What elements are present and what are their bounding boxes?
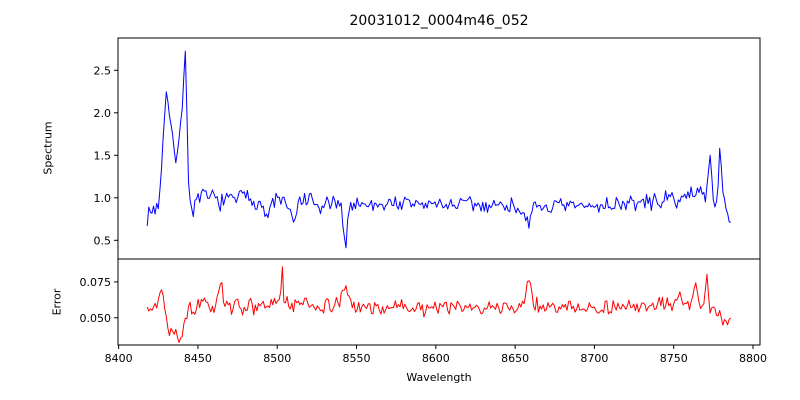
chart-title: 20031012_0004m46_052	[349, 13, 529, 29]
spectrum-ytick-label: 1.0	[94, 192, 112, 205]
xticks: 8400 8450 8500 8550 8600 8650 8700 8750 8800	[105, 345, 767, 365]
spectrum-ytick-label: 1.5	[94, 149, 112, 162]
xtick-label: 8700	[580, 352, 608, 365]
spectrum-axes-bg	[118, 38, 760, 259]
error-axis-label: Error	[50, 288, 64, 316]
spectrum-axis-label: Spectrum	[41, 121, 55, 175]
error-ytick-label: 0.075	[80, 276, 112, 289]
error-line	[146, 266, 732, 343]
spectrum-yticks: 0.5 1.0 1.5 2.0 2.5	[94, 64, 118, 247]
x-axis-label: Wavelength	[406, 371, 472, 384]
error-axes-frame	[117, 258, 761, 346]
spectrum-ytick-label: 2.0	[94, 107, 112, 120]
xtick-label: 8600	[422, 352, 450, 365]
spectrum-ytick-label: 0.5	[94, 234, 112, 247]
spectrum-ytick-label: 2.5	[94, 64, 112, 77]
xtick-label: 8800	[739, 352, 767, 365]
xtick-label: 8750	[660, 352, 688, 365]
error-yticks: 0.050 0.075	[80, 276, 118, 325]
spectrum-line	[146, 50, 731, 249]
xtick-label: 8450	[184, 352, 212, 365]
xtick-label: 8400	[105, 352, 133, 365]
error-ytick-label: 0.050	[80, 312, 112, 325]
xtick-label: 8550	[343, 352, 371, 365]
xtick-label: 8500	[263, 352, 291, 365]
xtick-label: 8650	[501, 352, 529, 365]
error-axes-bg	[118, 259, 760, 345]
